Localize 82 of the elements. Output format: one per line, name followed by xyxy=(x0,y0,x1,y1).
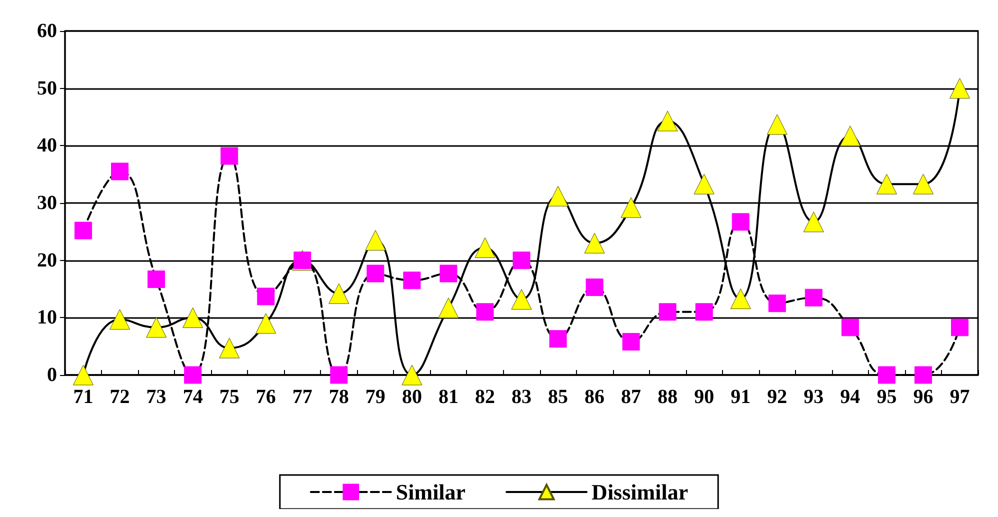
point xyxy=(438,298,459,318)
y-tick-label: 40 xyxy=(37,134,57,157)
point xyxy=(584,232,605,254)
legend-label: Similar xyxy=(396,480,466,504)
point xyxy=(440,264,458,282)
x-tick-label: 73 xyxy=(146,386,166,408)
point xyxy=(658,303,676,321)
x-tick-label: 92 xyxy=(767,386,788,408)
point xyxy=(256,313,276,334)
y-tick-label: 60 xyxy=(37,20,57,42)
point xyxy=(914,366,932,384)
point xyxy=(657,110,678,132)
point xyxy=(73,364,94,386)
point xyxy=(111,162,129,180)
point xyxy=(146,317,167,338)
point xyxy=(950,318,968,336)
point xyxy=(474,237,496,258)
x-tick-label: 83 xyxy=(512,386,532,408)
point xyxy=(220,147,238,165)
point xyxy=(148,270,166,288)
point xyxy=(366,264,384,282)
x-tick-label: 82 xyxy=(474,386,495,408)
point xyxy=(841,318,859,336)
point xyxy=(730,288,751,309)
point xyxy=(74,222,92,240)
y-tick-label: 0 xyxy=(47,364,57,386)
x-tick-label: 74 xyxy=(182,386,203,408)
x-tick-label: 77 xyxy=(292,386,312,408)
point xyxy=(766,114,788,135)
point xyxy=(695,303,713,321)
point xyxy=(402,364,422,386)
x-tick-label: 85 xyxy=(548,386,568,408)
point xyxy=(182,307,204,328)
point xyxy=(620,197,642,218)
x-tick-label: 71 xyxy=(73,386,94,408)
x-tick-label: 88 xyxy=(658,386,678,408)
point xyxy=(586,278,604,296)
point xyxy=(949,78,970,99)
x-tick-label: 76 xyxy=(256,386,276,408)
x-tick-label: 95 xyxy=(876,386,897,408)
point xyxy=(330,366,348,384)
point xyxy=(840,126,860,146)
point xyxy=(912,174,934,194)
x-tick-label: 87 xyxy=(621,386,642,408)
y-tick-label: 50 xyxy=(37,77,57,100)
point xyxy=(622,332,640,350)
legend-label: Dissimilar xyxy=(592,480,688,504)
point xyxy=(328,283,350,304)
point xyxy=(694,174,714,194)
x-tick-label: 93 xyxy=(804,386,824,408)
x-tick-label: 90 xyxy=(694,386,714,408)
point xyxy=(878,366,896,384)
point xyxy=(110,309,130,330)
y-tick-label: 10 xyxy=(37,306,57,329)
point xyxy=(403,272,421,290)
point xyxy=(257,288,275,306)
point xyxy=(768,294,786,312)
point xyxy=(512,252,530,270)
x-tick-label: 79 xyxy=(365,386,386,408)
point xyxy=(511,289,532,310)
x-tick-label: 96 xyxy=(913,386,934,408)
point xyxy=(219,338,240,358)
x-tick-label: 72 xyxy=(110,386,130,408)
point xyxy=(804,288,822,306)
point xyxy=(184,366,202,384)
x-tick-label: 91 xyxy=(730,386,751,408)
point xyxy=(365,230,386,251)
x-tick-label: 78 xyxy=(328,386,349,408)
point xyxy=(548,186,568,206)
y-tick-label: 20 xyxy=(37,249,57,272)
x-tick-label: 86 xyxy=(584,386,605,408)
x-tick-label: 97 xyxy=(950,386,970,408)
x-tick-label: 75 xyxy=(219,386,240,408)
point xyxy=(876,174,897,194)
y-tick-label: 30 xyxy=(37,192,57,214)
x-tick-label: 94 xyxy=(840,386,860,408)
point xyxy=(732,213,750,231)
x-tick-label: 80 xyxy=(402,386,422,408)
point xyxy=(549,330,567,348)
x-tick-label: 81 xyxy=(438,386,458,408)
point xyxy=(476,303,494,321)
point xyxy=(803,212,824,232)
